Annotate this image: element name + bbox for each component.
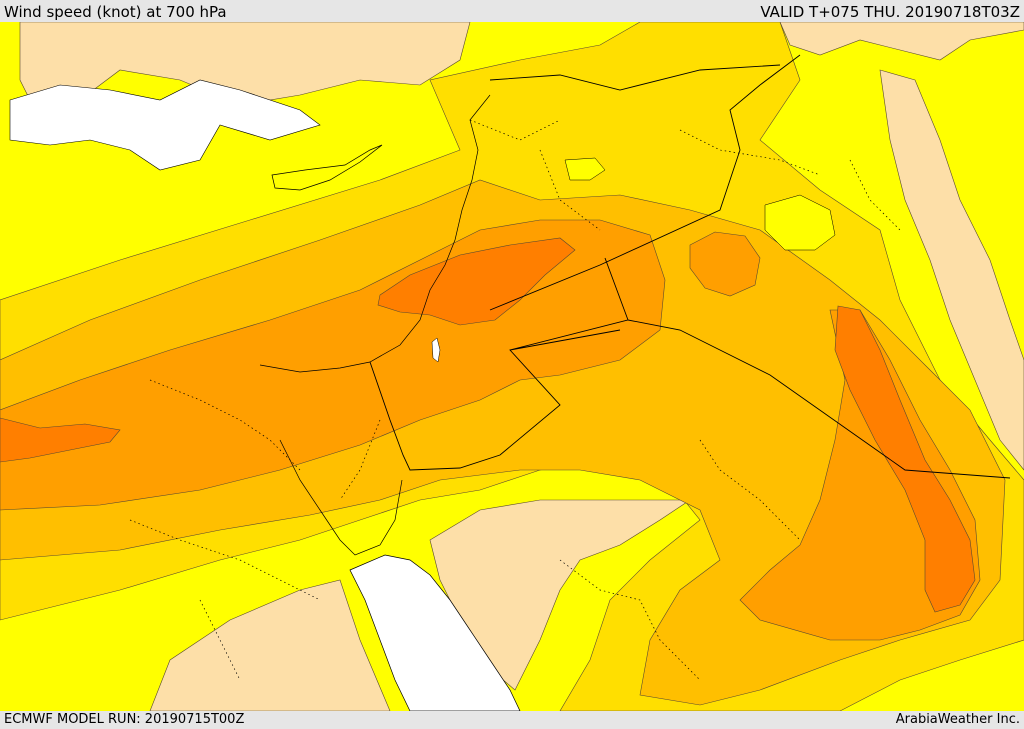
map-header: Wind speed (knot) at 700 hPa VALID T+075… bbox=[0, 0, 1024, 22]
lake-van-area bbox=[764, 194, 836, 251]
map-title: Wind speed (knot) at 700 hPa bbox=[4, 3, 227, 21]
map-footer: ECMWF MODEL RUN: 20190715T00Z ArabiaWeat… bbox=[0, 711, 1024, 729]
coastline-cyprus bbox=[271, 144, 383, 191]
aegean-sea bbox=[9, 79, 321, 171]
band-amber bbox=[0, 179, 1006, 706]
dead-sea bbox=[431, 337, 441, 363]
model-run: ECMWF MODEL RUN: 20190715T00Z bbox=[4, 712, 245, 727]
red-sea bbox=[349, 554, 521, 711]
dotted-boundaries bbox=[129, 119, 901, 681]
map-canvas bbox=[0, 22, 1024, 711]
credit: ArabiaWeather Inc. bbox=[895, 712, 1020, 727]
low-wind-zone-egypt bbox=[149, 579, 391, 711]
band-dark-orange-egypt bbox=[0, 417, 121, 463]
valid-time: VALID T+075 THU. 20190718T03Z bbox=[760, 3, 1020, 21]
band-dark-orange-levant bbox=[377, 237, 576, 326]
wind-speed-map bbox=[0, 22, 1024, 711]
band-dark-orange-gulf bbox=[834, 305, 976, 613]
coastline-levant bbox=[259, 94, 491, 373]
lake-tharthar bbox=[564, 157, 606, 181]
low-wind-zone-gulf bbox=[879, 69, 1024, 471]
band-orange-east bbox=[739, 309, 981, 641]
coastline-sinai bbox=[279, 439, 403, 556]
low-wind-zone-northeast bbox=[779, 22, 1024, 61]
border-lines bbox=[369, 54, 1011, 479]
band-orange-iraq bbox=[689, 231, 761, 297]
